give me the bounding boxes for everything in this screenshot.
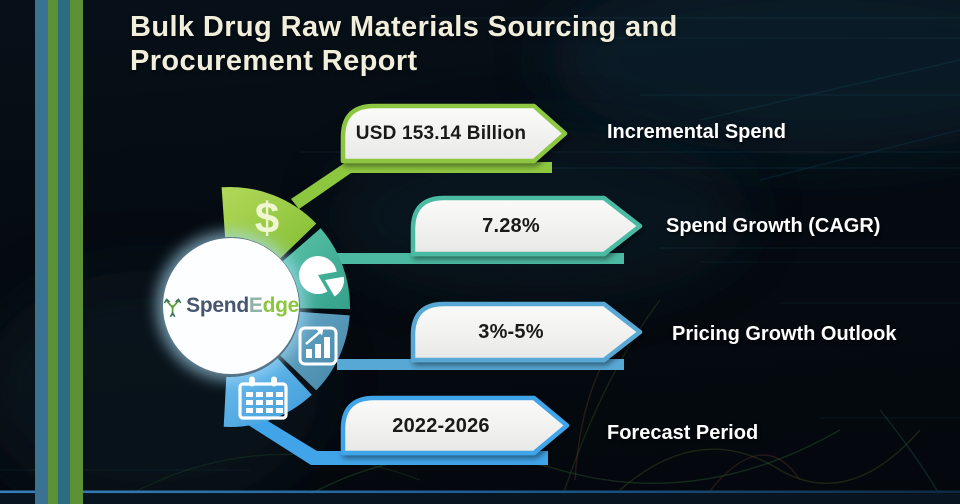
pie-chart-icon [298,256,344,297]
banner-spend-growth [410,195,643,257]
logo-text-dge: dge [262,294,300,317]
page-title-line2: Procurement Report [130,45,418,78]
metric-label-incremental-spend: Incremental Spend [607,121,786,143]
bar-chart-icon [298,326,338,366]
ring-icons: $ [238,194,344,420]
metric-label-forecast-period: Forecast Period [607,422,759,444]
spendedge-logo-text: SpendEdge [186,294,299,318]
ring-segment-dollar [221,187,317,259]
metric-value-incremental-spend: USD 153.14 Billion [355,123,527,144]
metric-banners [340,103,643,456]
edge-stripe-teal [58,0,70,504]
page-title: Bulk Drug Raw Materials Sourcing and Pro… [130,10,780,78]
dollar-icon: $ [255,194,279,243]
calendar-icon [238,376,288,420]
banner-incremental-spend [340,103,568,164]
page-title-line1: Bulk Drug Raw Materials Sourcing and [130,11,678,43]
spendedge-logo: SpendEdge [163,238,299,374]
edge-stripe-green-2 [70,0,83,504]
metric-value-pricing-growth: 3%-5% [478,321,544,343]
banner-forecast-period [340,395,570,456]
metric-value-forecast-period: 2022-2026 [392,414,490,437]
spendedge-logo-icon [163,298,182,318]
bottom-accent-line [0,490,960,494]
edge-stripe-green [48,0,58,504]
logo-text-e: E [248,294,263,317]
logo-circle [163,238,299,374]
ribbon-forecast-period [237,407,548,465]
metric-label-pricing-growth: Pricing Growth Outlook [672,323,897,345]
logo-text-spend: Spend [186,294,249,317]
metric-value-spend-growth: 7.28% [482,215,540,237]
ribbon-incremental-spend [291,162,552,209]
banner-pricing-growth [410,301,643,363]
metric-label-spend-growth: Spend Growth (CAGR) [666,215,881,237]
edge-stripe-blue [35,0,48,504]
